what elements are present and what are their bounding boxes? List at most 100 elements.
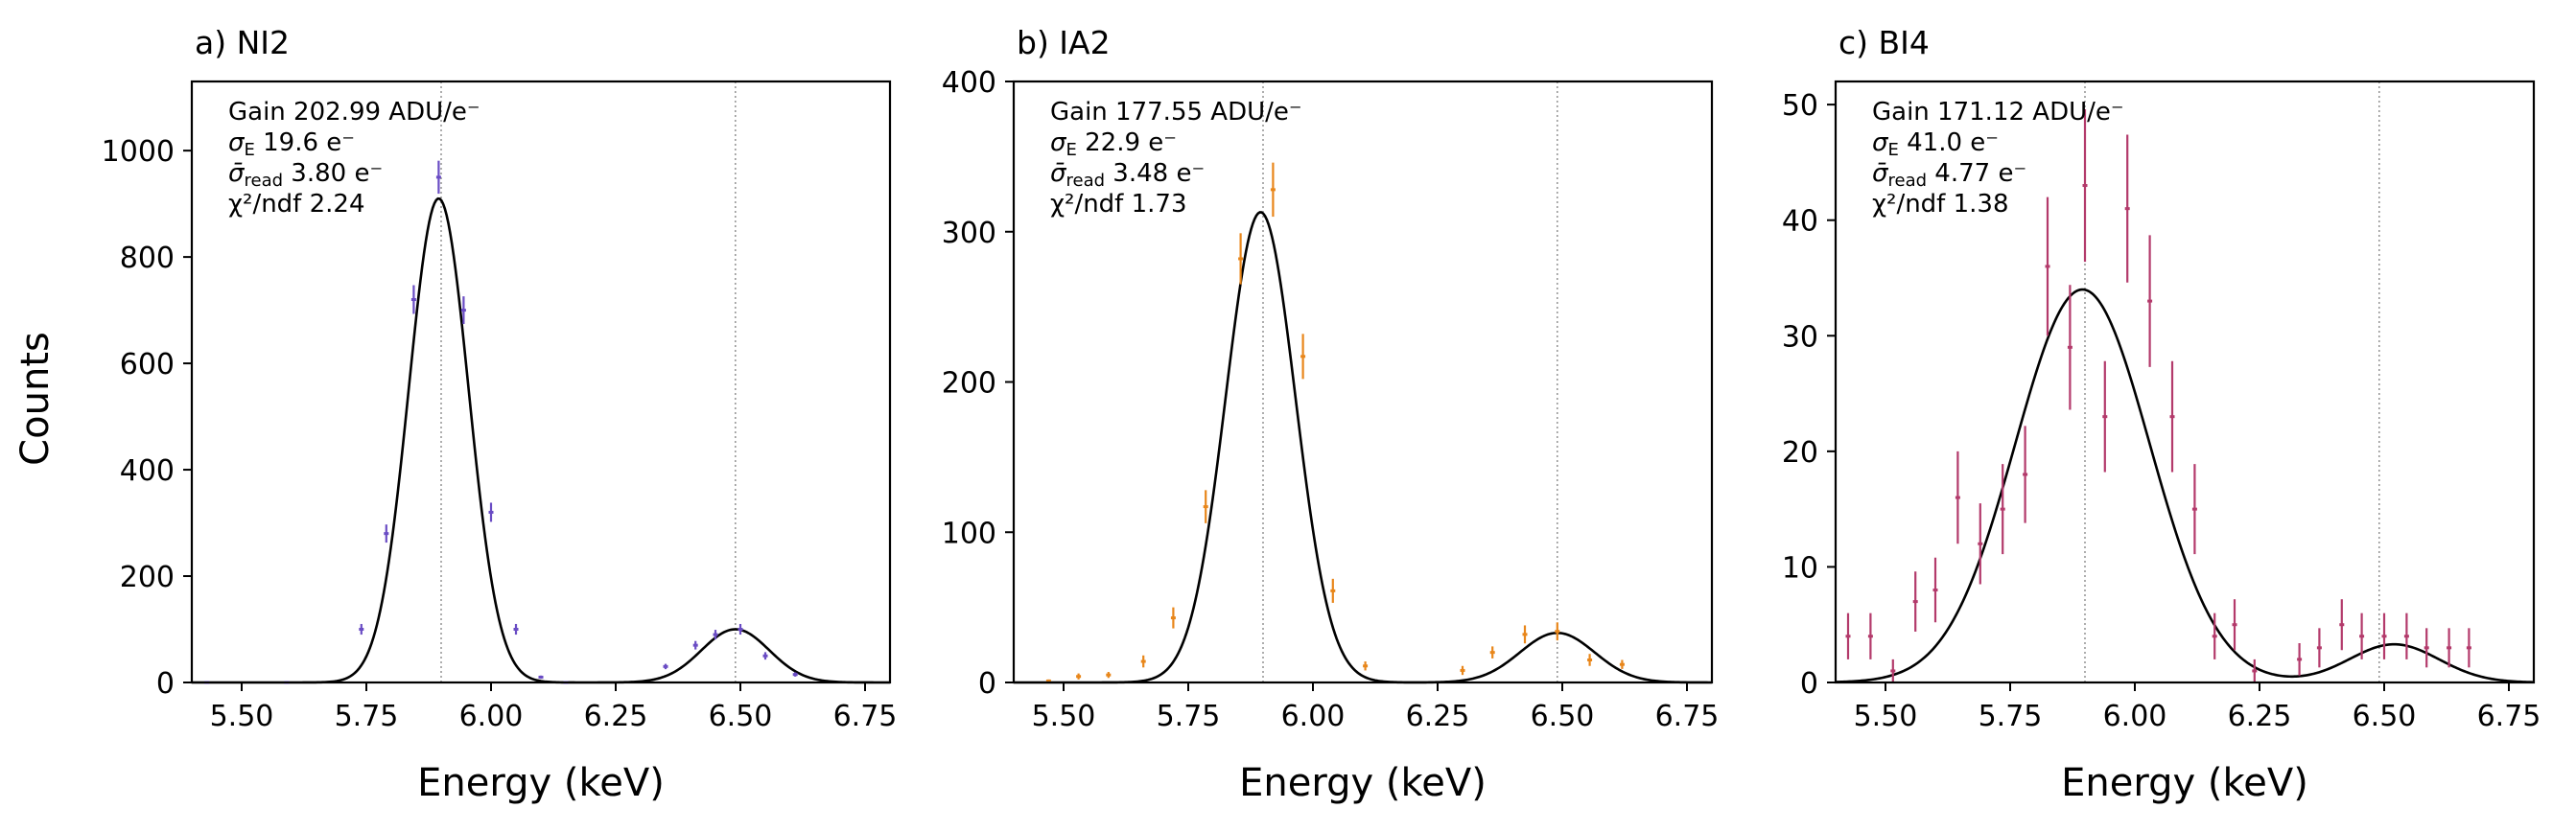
sigma-read-subscript: read [1066, 171, 1105, 191]
panel-c-data-point-0 [1845, 612, 1851, 659]
panel-a-title: a) NI2 [195, 24, 290, 61]
panel-a-data-point-11 [663, 663, 668, 670]
panel-c-title: c) BI4 [1838, 24, 1930, 61]
x-tick-label: 6.75 [2477, 700, 2541, 733]
panel-b-data-point-6 [1238, 233, 1244, 285]
panel-b: b) IA2 5.50 5.75 6.00 6.25 6.50 6.75 0 100 200 3… [942, 24, 1720, 805]
panel-c-data-point-20 [2297, 643, 2303, 676]
panel-b-data-point-1 [1076, 673, 1082, 680]
sigma-read-annotation: σ̄read 3.48 e⁻ [1050, 159, 1205, 191]
panel-c-data-point-3 [1912, 571, 1918, 632]
panel-b-data-point-13 [1522, 625, 1528, 644]
panel-c-data-point-13 [2124, 134, 2130, 283]
panel-c-x-axis-title: Energy (keV) [2061, 761, 2308, 805]
x-tick-label: 6.50 [1531, 700, 1595, 733]
panel-c-data-points [1845, 108, 2471, 682]
panel-c-reference-lines [2084, 81, 2380, 682]
sigma-read-value: 4.77 e⁻ [1927, 159, 2026, 188]
panel-b-data-points [1045, 162, 1625, 682]
panel-c-data-point-18 [2232, 599, 2237, 651]
panel-c-data-point-21 [2316, 628, 2322, 668]
panel-c-data-point-28 [2466, 628, 2471, 668]
panel-b-data-point-10 [1363, 661, 1369, 671]
panel-b-data-point-15 [1587, 654, 1593, 666]
x-tick-label: 6.00 [459, 700, 524, 733]
panel-c-data-point-23 [2359, 612, 2365, 659]
panel-b-data-point-8 [1300, 334, 1306, 380]
y-tick-label: 300 [942, 217, 996, 250]
panel-a-data-point-8 [513, 623, 519, 636]
y-tick-label: 0 [156, 667, 175, 701]
y-tick-label: 1000 [102, 135, 175, 169]
panel-c-data-point-25 [2403, 612, 2409, 659]
panel-c-data-point-1 [1867, 612, 1873, 659]
panel-b-reference-lines [1262, 81, 1558, 682]
panel-a-frame [190, 80, 892, 684]
panel-c-data-point-7 [2000, 464, 2005, 555]
x-tick-label: 6.25 [584, 700, 648, 733]
panel-a-reference-lines [440, 81, 737, 682]
panel-a-data-point-15 [762, 652, 768, 660]
panel-a-y-ticks: 0 200 400 600 800 1000 [102, 135, 192, 701]
panel-a-data-points [204, 160, 798, 684]
y-tick-label: 200 [120, 561, 175, 594]
y-tick-label: 30 [1782, 320, 1818, 354]
panel-b-data-point-12 [1489, 646, 1495, 659]
gain-annotation: Gain 171.12 ADU/e⁻ [1872, 98, 2124, 127]
panel-c-data-point-16 [2191, 464, 2197, 555]
panel-b-data-point-16 [1619, 659, 1625, 669]
sigma-e-subscript: E [1066, 140, 1076, 160]
x-tick-label: 6.00 [1281, 700, 1346, 733]
panel-c-data-point-4 [1932, 557, 1938, 623]
chi2-annotation: χ²/ndf 1.38 [1872, 190, 2009, 219]
panel-a-data-point-9 [538, 675, 544, 680]
y-tick-label: 10 [1782, 551, 1818, 585]
panel-c-data-point-6 [1978, 503, 1983, 585]
sigma-read-symbol: σ̄ [1050, 159, 1067, 188]
panel-b-fit-curve [1014, 211, 1712, 684]
panel-b-data-point-11 [1460, 665, 1465, 676]
sigma-read-annotation: σ̄read 3.80 e⁻ [228, 159, 383, 191]
panel-c-data-point-19 [2252, 659, 2258, 682]
chi2-annotation: χ²/ndf 1.73 [1050, 190, 1187, 219]
x-tick-label: 6.50 [709, 700, 773, 733]
y-axis-title: Counts [13, 332, 58, 466]
sigma-e-value: 19.6 e⁻ [255, 128, 355, 157]
panel-b-title: b) IA2 [1017, 24, 1111, 61]
sigma-e-annotation: σE 41.0 e⁻ [1872, 128, 1999, 160]
y-tick-label: 40 [1782, 205, 1818, 239]
panel-a: a) NI2 5.50 5.75 6.00 6.25 6.50 6.75 0 200 400 6… [102, 24, 898, 805]
sigma-e-subscript: E [244, 140, 254, 160]
y-tick-label: 800 [120, 242, 175, 275]
sigma-read-annotation: σ̄read 4.77 e⁻ [1872, 159, 2026, 191]
panel-c-x-ticks: 5.50 5.75 6.00 6.25 6.50 6.75 [1854, 682, 2541, 733]
x-tick-label: 5.75 [335, 700, 399, 733]
sigma-read-subscript: read [1887, 171, 1927, 191]
x-tick-label: 6.75 [1655, 700, 1720, 733]
y-tick-label: 100 [942, 517, 996, 550]
sigma-e-symbol: σ [1050, 128, 1067, 157]
gain-annotation: Gain 177.55 ADU/e⁻ [1050, 98, 1302, 127]
panel-a-data-point-14 [738, 623, 743, 636]
sigma-e-annotation: σE 22.9 e⁻ [1050, 128, 1177, 160]
panel-b-data-point-9 [1330, 578, 1336, 603]
panel-a-data-point-13 [713, 630, 718, 640]
panel-c-data-point-5 [1955, 451, 1960, 544]
y-tick-label: 400 [942, 66, 996, 100]
panel-a-data-point-7 [488, 502, 494, 522]
panel-c-fit-annotations: Gain 171.12 ADU/e⁻ σE 41.0 e⁻ σ̄read 4.7… [1872, 98, 2124, 219]
panel-c-data-point-27 [2447, 628, 2452, 668]
y-tick-label: 0 [978, 667, 996, 701]
panel-b-data-point-2 [1106, 672, 1112, 679]
x-tick-label: 6.75 [833, 700, 898, 733]
chi2-annotation: χ²/ndf 2.24 [228, 190, 365, 219]
sigma-e-symbol: σ [228, 128, 246, 157]
y-tick-label: 200 [942, 367, 996, 401]
panel-c-data-point-9 [2045, 196, 2050, 336]
x-tick-label: 5.50 [1032, 700, 1096, 733]
x-tick-label: 6.50 [2353, 700, 2417, 733]
sigma-e-value: 22.9 e⁻ [1077, 128, 1177, 157]
x-tick-label: 5.50 [1854, 700, 1918, 733]
panel-c-data-point-14 [2147, 235, 2153, 367]
